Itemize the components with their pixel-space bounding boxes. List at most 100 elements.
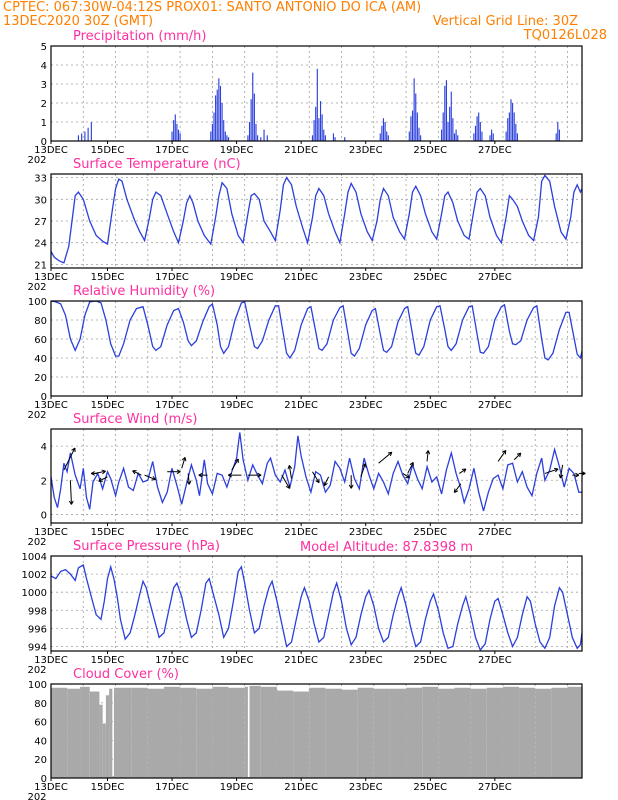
wind-vector: [544, 468, 559, 474]
precip-bar: [508, 112, 510, 141]
cloud-cover-bar: [147, 688, 164, 778]
precip-bar: [316, 68, 318, 141]
precip-bar: [515, 123, 517, 141]
panel-2-x-tick-label: 23DEC: [349, 272, 383, 283]
wind-vector-head: [387, 451, 393, 457]
wind-vector-head: [186, 480, 192, 485]
precip-bar: [221, 103, 223, 141]
wind-vector-head: [98, 477, 103, 482]
panel-4-x-tick-label: 25DEC: [413, 527, 447, 538]
wind-vector: [513, 452, 522, 461]
precip-bar: [174, 114, 176, 141]
panel-5-y-tick-label: 994: [28, 642, 47, 653]
precip-bar: [505, 131, 507, 141]
wind-vector: [181, 457, 186, 469]
wind-vector: [312, 471, 320, 483]
precip-bar: [216, 89, 218, 141]
precip-bar: [381, 125, 383, 141]
wind-vector: [288, 465, 292, 479]
panel-1-x-tick-label: 25DEC: [413, 145, 447, 156]
cloud-cover-bar: [567, 686, 582, 778]
cloud-cover-bar: [470, 688, 487, 778]
model-altitude-label: Model Altitude: 87.8398 m: [300, 540, 473, 555]
panel-3-x-tick-label: 27DEC: [478, 400, 512, 411]
cloud-cover-bar: [276, 690, 294, 778]
panel-6-y-tick-label: 60: [34, 718, 47, 729]
cloud-cover-bar: [113, 687, 132, 778]
cloud-cover-bar: [373, 688, 390, 778]
panel-4-y-tick-label: 0: [41, 510, 47, 521]
panel-3-y-tick-label: 80: [34, 316, 47, 327]
cloud-cover-bar: [486, 687, 503, 778]
precip-bar: [453, 133, 456, 141]
cloud-cover-bar: [244, 686, 248, 778]
wind-vector: [559, 464, 564, 479]
wind-vector: [231, 458, 239, 471]
panel-4-x-tick-label: 21DEC: [284, 527, 318, 538]
precip-bar: [255, 123, 257, 141]
panel-1-frame: [50, 45, 583, 142]
precip-bar: [77, 135, 80, 141]
precip-bar: [474, 125, 477, 141]
panel-6-title: Cloud Cover (%): [73, 667, 179, 682]
precip-bar: [323, 129, 325, 141]
precip-bar: [476, 116, 478, 141]
panel-3-x-tick-label: 15DEC: [91, 400, 125, 411]
panel-2-x-tick-label: 19DEC: [220, 272, 254, 283]
wind-vector-head: [409, 462, 414, 467]
wind-vector-head: [287, 465, 293, 470]
precip-bar: [211, 123, 213, 141]
panel-1-x-tick-label: 13DEC: [34, 145, 68, 156]
panel-2-x-tick-label: 21DEC: [284, 272, 318, 283]
cloud-cover-bar: [51, 687, 68, 778]
wind-vector: [407, 462, 414, 474]
panel-2-y-tick-label: 27: [34, 217, 47, 228]
panel-2-title: Surface Temperature (nC): [73, 157, 241, 172]
panel-2-x-tick-label: 17DEC: [155, 272, 189, 283]
panel-4-x-tick-label: 27DEC: [478, 527, 512, 538]
wind-vector-head: [323, 481, 328, 487]
panel-5-y-tick-label: 998: [28, 606, 47, 617]
panel-5-y-tick-label: 1000: [22, 588, 47, 599]
panel-1-year-label: 202: [27, 155, 46, 166]
chart-panels: 0 1 2 3 4 5 13DEC 15DEC 17DEC 19DEC 21DEC 23DEC 25DE…: [22, 29, 586, 800]
wind-vector-head: [71, 447, 76, 453]
wind-vector: [453, 483, 462, 493]
precip-bar: [171, 131, 173, 141]
wind-vector-head: [362, 463, 367, 468]
header-date: 13DEC2020 30Z (GMT): [3, 14, 153, 29]
wind-vector-head: [90, 471, 95, 476]
cloud-cover-bar: [163, 686, 181, 778]
precip-bar: [84, 131, 86, 141]
panel-2-y-tick-label: 21: [34, 260, 47, 271]
wind-vector: [378, 451, 393, 464]
wind-vector: [323, 476, 330, 486]
panel-2-x-tick-label: 15DEC: [91, 272, 125, 283]
panel-1-x-tick-label: 21DEC: [284, 145, 318, 156]
precip-bar: [410, 116, 412, 141]
precip-bar: [252, 72, 254, 141]
precip-bar: [413, 78, 415, 141]
header-grid-note: Vertical Grid Line: 30Z: [433, 14, 578, 29]
wind-vector-head: [234, 458, 239, 464]
panel-3-x-tick-label: 19DEC: [220, 400, 254, 411]
panel-1-y-tick-label: 0: [41, 137, 47, 148]
precip-bar: [177, 129, 180, 141]
precip-bar: [387, 135, 389, 141]
precip-bar: [557, 122, 559, 141]
precip-bar: [179, 133, 181, 141]
precip-bar: [479, 122, 481, 141]
precip-bar: [257, 135, 259, 141]
precip-bar: [445, 80, 447, 141]
wind-vector-head: [558, 474, 564, 479]
panel-5-x-tick-label: 15DEC: [91, 655, 125, 666]
panel-2-x-tick-label: 13DEC: [34, 272, 68, 283]
precip-bar: [266, 135, 268, 141]
panel-6-x-tick-label: 23DEC: [349, 782, 383, 793]
panel-5-x-tick-label: 19DEC: [220, 655, 254, 666]
precip-bar: [516, 133, 519, 141]
precip-bar: [473, 133, 475, 141]
precip-bar: [510, 99, 512, 141]
precip-bar: [442, 112, 444, 141]
